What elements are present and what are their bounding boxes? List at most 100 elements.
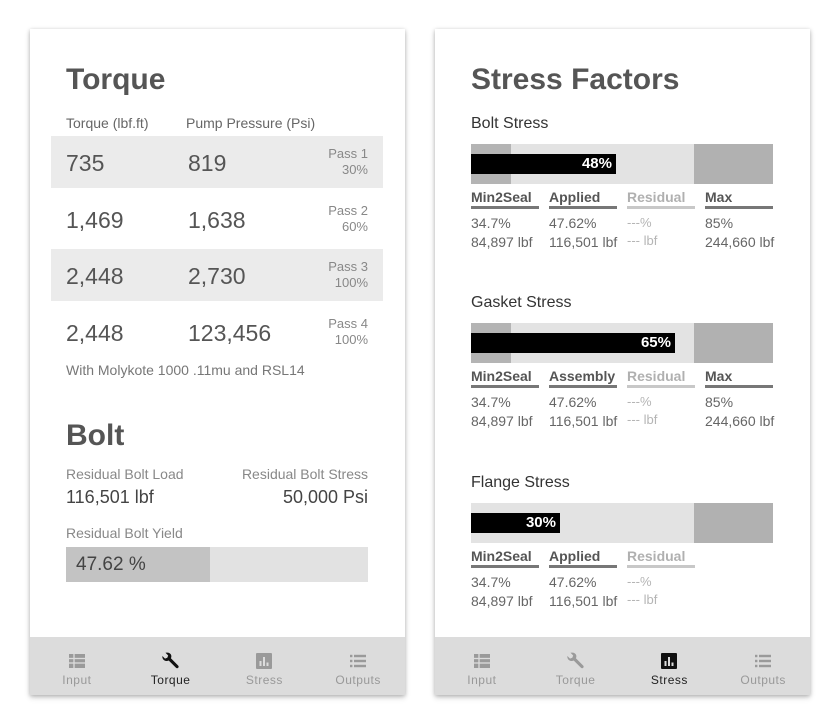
flange-applied-column: Applied 47.62% 116,501 lbf bbox=[549, 548, 617, 609]
bar-chart-icon bbox=[659, 651, 679, 671]
torque-title: Torque bbox=[66, 63, 166, 96]
flange-residual-column: Residual ---% --- lbf bbox=[627, 548, 695, 607]
nav-label: Stress bbox=[650, 673, 688, 687]
max-band bbox=[694, 323, 773, 363]
load-value: 84,897 lbf bbox=[471, 234, 533, 250]
gasket-min2seal-column: Min2Seal 34.7% 84,897 lbf bbox=[471, 368, 539, 429]
table-row: 735 819 Pass 1 30% bbox=[51, 136, 383, 188]
torque-value: 2,448 bbox=[66, 263, 124, 289]
residual-bolt-yield-bar: 47.62 % bbox=[66, 547, 368, 582]
percent-value: ---% bbox=[627, 574, 652, 589]
percent-value: 47.62% bbox=[549, 215, 597, 231]
pressure-value: 123,456 bbox=[188, 320, 272, 346]
gasket-residual-column: Residual ---% --- lbf bbox=[627, 368, 695, 427]
list-icon bbox=[753, 651, 773, 671]
nav-label: Stress bbox=[245, 673, 283, 687]
percent-value: 85% bbox=[705, 215, 734, 231]
nav-label: Input bbox=[62, 673, 92, 687]
column-header: Applied bbox=[549, 189, 617, 209]
column-header: Residual bbox=[627, 368, 695, 388]
column-header: Max bbox=[705, 368, 773, 388]
percent-value: 85% bbox=[705, 394, 734, 410]
column-header: Min2Seal bbox=[471, 368, 539, 388]
load-value: --- lbf bbox=[627, 233, 658, 248]
table-icon bbox=[472, 651, 492, 671]
residual-bolt-load-value: 116,501 lbf bbox=[66, 487, 154, 507]
nav-label: Outputs bbox=[335, 673, 381, 687]
max-band bbox=[694, 144, 773, 184]
load-value: 116,501 lbf bbox=[549, 593, 618, 609]
pressure-value: 2,730 bbox=[188, 263, 246, 289]
flange-stress-title: Flange Stress bbox=[471, 474, 570, 491]
load-value: --- lbf bbox=[627, 592, 658, 607]
residual-bolt-stress-label: Residual Bolt Stress bbox=[241, 466, 368, 482]
pressure-column-header: Pump Pressure (Psi) bbox=[186, 115, 316, 131]
bolt-stress-bar: 48% bbox=[471, 144, 773, 184]
percent-value: 47.62% bbox=[549, 574, 597, 590]
gasket-max-column: Max 85% 244,660 lbf bbox=[705, 368, 774, 429]
list-icon bbox=[348, 651, 368, 671]
lubricant-note: With Molykote 1000 .11mu and RSL14 bbox=[66, 362, 305, 378]
nav-torque[interactable]: Torque bbox=[529, 637, 623, 695]
percent-value: 34.7% bbox=[471, 394, 511, 410]
nav-outputs[interactable]: Outputs bbox=[716, 637, 810, 695]
nav-label: Torque bbox=[555, 673, 596, 687]
max-band bbox=[694, 503, 773, 543]
torque-panel: Torque Torque (lbf.ft) Pump Pressure (Ps… bbox=[30, 29, 405, 695]
nav-input[interactable]: Input bbox=[30, 637, 124, 695]
column-header: Residual bbox=[627, 189, 695, 209]
bolt-residual-column: Residual ---% --- lbf bbox=[627, 189, 695, 248]
nav-torque[interactable]: Torque bbox=[124, 637, 218, 695]
flange-min2seal-column: Min2Seal 34.7% 84,897 lbf bbox=[471, 548, 539, 609]
load-value: --- lbf bbox=[627, 412, 658, 427]
bolt-max-column: Max 85% 244,660 lbf bbox=[705, 189, 775, 250]
bolt-title: Bolt bbox=[66, 419, 125, 452]
wrench-icon bbox=[566, 651, 586, 671]
column-header: Min2Seal bbox=[471, 189, 539, 209]
nav-label: Input bbox=[467, 673, 497, 687]
pass-info: Pass 2 60% bbox=[328, 203, 368, 235]
bottom-nav: Input Torque Stress Outputs bbox=[435, 637, 810, 695]
table-row: 2,448 2,730 Pass 3 100% bbox=[51, 249, 383, 301]
stress-factors-title: Stress Factors bbox=[471, 63, 680, 96]
stress-percent: 30% bbox=[525, 514, 556, 531]
load-value: 84,897 lbf bbox=[471, 593, 533, 609]
nav-label: Torque bbox=[150, 673, 191, 687]
pass-label: Pass 4 bbox=[328, 316, 368, 331]
percent-value: 34.7% bbox=[471, 215, 511, 231]
pass-label: Pass 2 bbox=[328, 203, 368, 218]
column-header: Assembly bbox=[549, 368, 617, 388]
bottom-nav: Input Torque Stress Outputs bbox=[30, 637, 405, 695]
gasket-stress-title: Gasket Stress bbox=[471, 294, 572, 311]
pass-percent: 60% bbox=[341, 219, 368, 234]
stress-fill: 30% bbox=[471, 513, 560, 533]
pass-label: Pass 3 bbox=[328, 259, 368, 274]
load-value: 244,660 lbf bbox=[705, 234, 775, 250]
torque-column-header: Torque (lbf.ft) bbox=[66, 115, 149, 131]
nav-outputs[interactable]: Outputs bbox=[311, 637, 405, 695]
nav-stress[interactable]: Stress bbox=[218, 637, 312, 695]
pressure-value: 1,638 bbox=[188, 207, 246, 233]
pass-info: Pass 4 100% bbox=[328, 316, 368, 348]
percent-value: ---% bbox=[627, 394, 652, 409]
bar-chart-icon bbox=[254, 651, 274, 671]
percent-value: 34.7% bbox=[471, 574, 511, 590]
column-header: Residual bbox=[627, 548, 695, 568]
pass-percent: 30% bbox=[341, 162, 368, 177]
gasket-assembly-column: Assembly 47.62% 116,501 lbf bbox=[549, 368, 617, 429]
stress-percent: 48% bbox=[581, 155, 612, 172]
pass-info: Pass 1 30% bbox=[328, 146, 368, 178]
wrench-icon bbox=[161, 651, 181, 671]
table-row: 2,448 123,456 Pass 4 100% bbox=[51, 306, 383, 358]
nav-stress[interactable]: Stress bbox=[623, 637, 717, 695]
residual-bolt-stress-value: 50,000 Psi bbox=[282, 487, 368, 507]
bolt-min2seal-column: Min2Seal 34.7% 84,897 lbf bbox=[471, 189, 539, 250]
residual-bolt-yield-label: Residual Bolt Yield bbox=[66, 525, 183, 541]
residual-bolt-load-label: Residual Bolt Load bbox=[66, 466, 184, 482]
nav-input[interactable]: Input bbox=[435, 637, 529, 695]
stress-fill: 48% bbox=[471, 154, 616, 174]
stress-fill: 65% bbox=[471, 333, 675, 353]
percent-value: ---% bbox=[627, 215, 652, 230]
nav-label: Outputs bbox=[740, 673, 786, 687]
table-icon bbox=[67, 651, 87, 671]
